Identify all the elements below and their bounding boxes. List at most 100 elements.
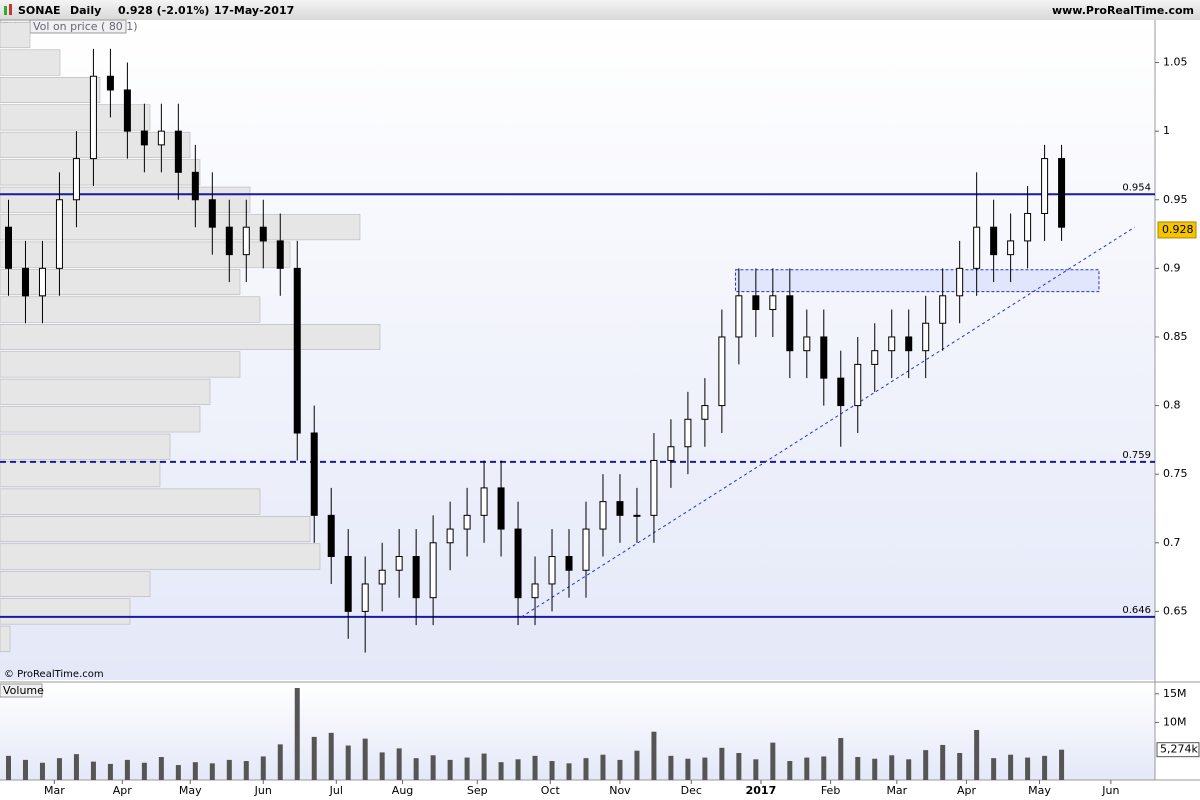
candle-body — [956, 267, 964, 297]
volume-bar — [838, 738, 844, 780]
candle-body — [293, 267, 301, 434]
candle-body — [157, 130, 165, 146]
last-price-tag — [1157, 221, 1197, 239]
candle-body — [735, 295, 743, 338]
volume-bar — [940, 744, 946, 780]
volume-profile-bar — [0, 159, 201, 186]
x-tick-label: May — [1028, 784, 1051, 797]
candle-body — [582, 528, 590, 571]
volume-profile-bar — [0, 461, 161, 488]
candle-body — [106, 75, 114, 91]
y-tick-label: 0.65 — [1163, 604, 1188, 617]
candle-body — [412, 556, 420, 599]
volume-bar — [889, 755, 895, 780]
y-tick-label: 0.75 — [1163, 467, 1188, 480]
volume-bar — [447, 759, 453, 780]
volume-profile-bar — [0, 22, 31, 49]
indicator-label: Vol on price ( 80 1) — [33, 20, 138, 33]
candle-body — [565, 556, 573, 571]
candle-body — [701, 405, 709, 420]
volume-bar — [1025, 757, 1031, 780]
volume-bar — [770, 742, 776, 780]
candle-body — [684, 418, 692, 448]
candle-body — [939, 295, 947, 324]
volume-profile-bar — [0, 516, 311, 543]
volume-profile-bar — [0, 77, 101, 103]
volume-bar — [532, 755, 538, 780]
y2-tick-label: 15M — [1163, 687, 1187, 700]
candle-body — [497, 487, 505, 530]
candle-body — [1058, 158, 1066, 228]
y-tick-label: 0.7 — [1163, 536, 1181, 549]
y-tick-label: 1.05 — [1163, 56, 1188, 69]
volume-bar — [787, 761, 793, 780]
candle-body — [327, 514, 335, 558]
volume-bar — [923, 750, 929, 780]
x-tick-label: May — [179, 784, 202, 797]
candle-body — [922, 322, 930, 352]
logo — [4, 4, 12, 15]
candle-body — [259, 226, 267, 242]
volume-bar — [634, 750, 640, 780]
volume-bar — [702, 757, 708, 780]
volume-bar — [5, 755, 11, 780]
volume-bar — [192, 762, 198, 780]
y-tick-label: 0.85 — [1163, 330, 1188, 343]
volume-profile-bar — [0, 186, 251, 213]
volume-bar — [328, 732, 334, 780]
candle-body — [463, 514, 471, 530]
volume-bar — [1059, 749, 1065, 780]
volume-bar — [617, 759, 623, 780]
volume-bar — [566, 763, 572, 780]
x-tick-label: Nov — [609, 784, 631, 797]
volume-bar — [209, 763, 215, 780]
level-label: 0.954 — [1122, 182, 1151, 193]
candle-body — [633, 514, 641, 517]
volume-bar — [430, 755, 436, 780]
candle-body — [752, 295, 760, 311]
volume-bar — [226, 759, 232, 780]
volume-profile-bar — [0, 570, 151, 597]
volume-bar — [583, 758, 589, 780]
volume-bar — [1008, 754, 1014, 780]
candle-body — [667, 446, 675, 461]
volume-label: Volume — [3, 684, 44, 697]
x-tick-label: Apr — [113, 784, 133, 797]
candle-body — [650, 459, 658, 516]
candle-body — [310, 432, 318, 516]
volume-bar — [872, 758, 878, 780]
x-tick-label: Dec — [681, 784, 702, 797]
x-tick-label: Aug — [392, 784, 413, 797]
volume-bar — [243, 761, 249, 780]
volume-profile-bar — [0, 543, 321, 570]
volume-bar — [515, 759, 521, 780]
candle-body — [208, 199, 216, 228]
candle-body — [191, 171, 199, 201]
volume-bar — [736, 752, 742, 780]
candle-body — [990, 226, 998, 256]
candle-body — [973, 226, 981, 269]
interval: Daily — [70, 4, 101, 17]
volume-last-label: 5,274k — [1160, 743, 1198, 756]
volume-bar — [804, 757, 810, 780]
x-tick-label: Jul — [329, 784, 343, 797]
volume-bar — [124, 759, 130, 780]
volume-bar — [413, 758, 419, 780]
volume-bar — [345, 745, 351, 780]
candle-body — [803, 336, 811, 352]
candle-body — [378, 569, 386, 585]
x-tick-label: Mar — [44, 784, 65, 797]
date: 17-May-2017 — [214, 4, 294, 17]
volume-bar — [362, 738, 368, 780]
volume-bar — [73, 754, 79, 780]
volume-bar — [56, 758, 62, 780]
volume-bar — [991, 758, 997, 780]
volume-profile-bar — [0, 323, 381, 350]
volume-bar — [311, 736, 317, 780]
volume-profile-bar — [0, 49, 61, 76]
volume-bar — [158, 757, 164, 780]
volume-profile-bar — [0, 598, 131, 625]
candle-body — [871, 350, 879, 365]
volume-bar — [906, 759, 912, 780]
volume-bar — [141, 762, 147, 780]
